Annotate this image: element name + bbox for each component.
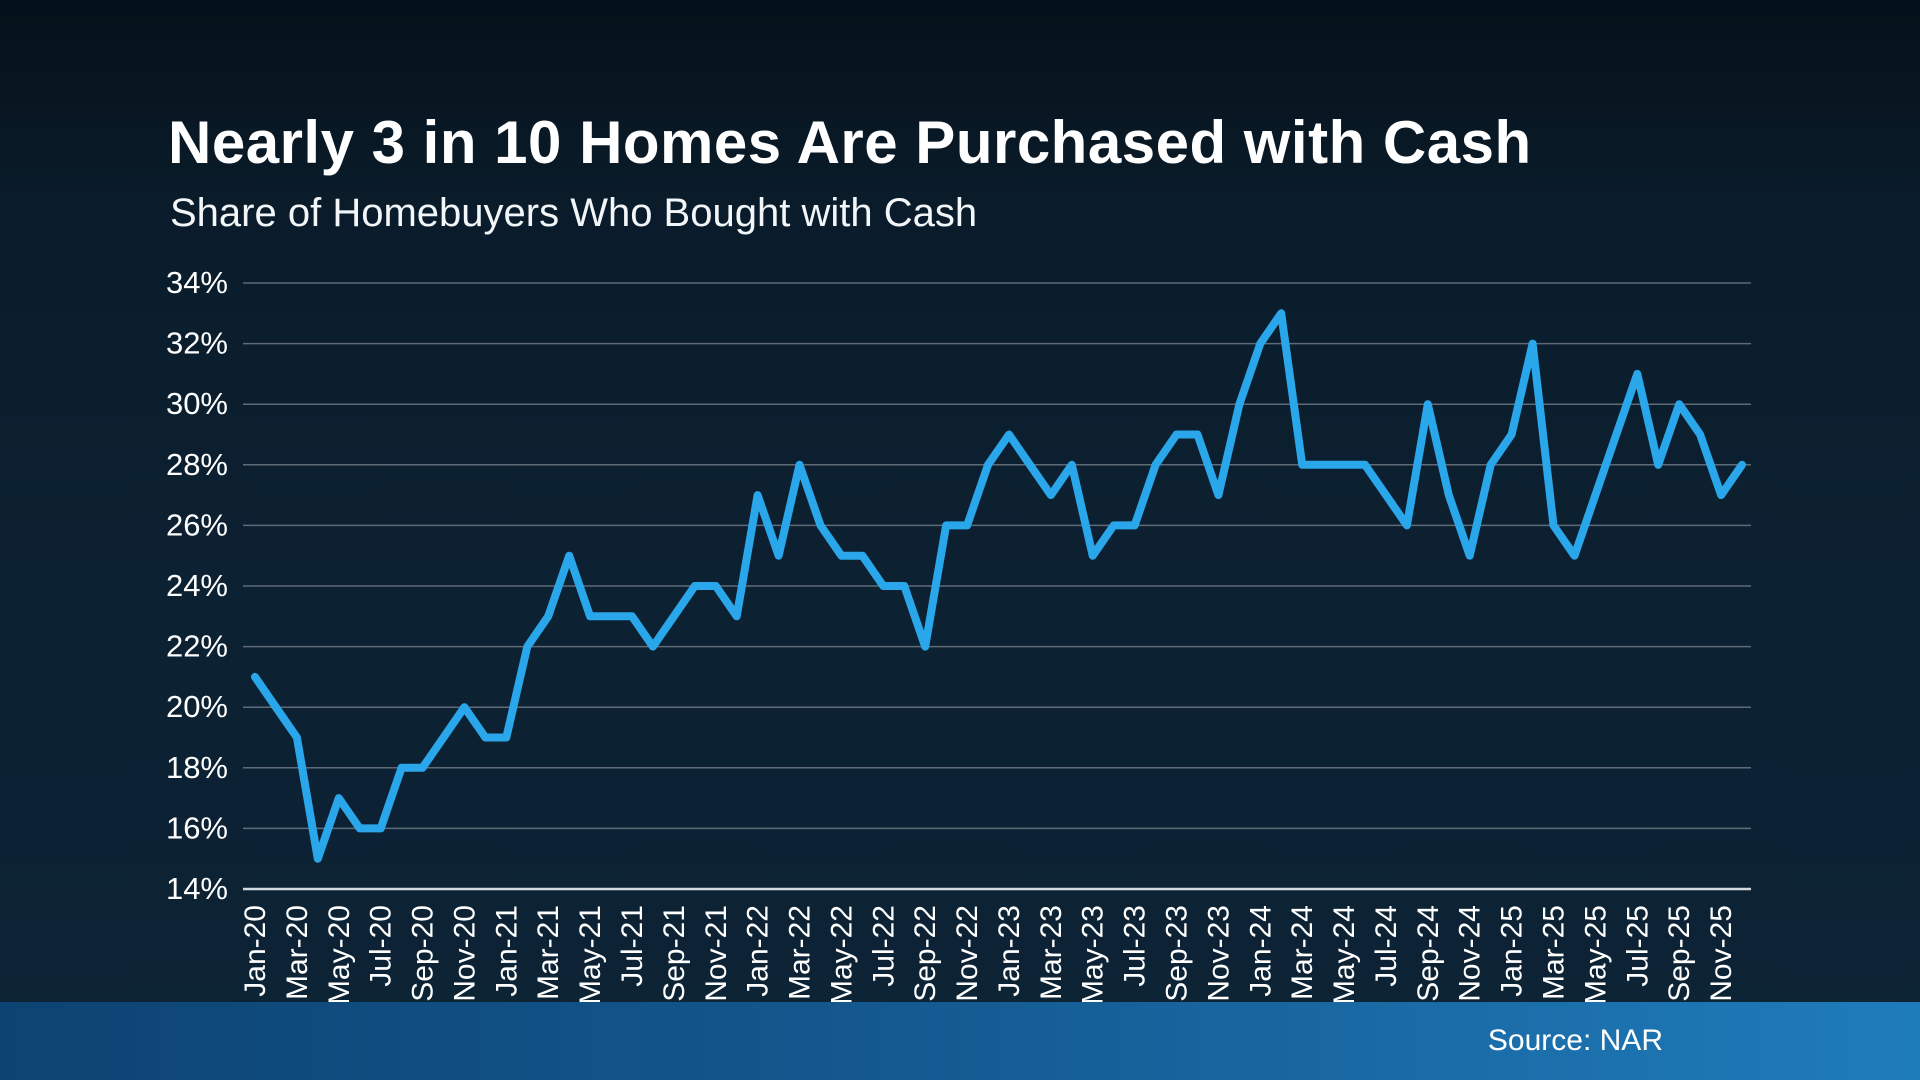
x-tick-label: May-25: [1579, 905, 1612, 1005]
y-tick-label: 22%: [166, 629, 228, 664]
y-tick-label: 28%: [166, 447, 228, 482]
top-strip: [0, 0, 1920, 14]
cash-share-series-line: [251, 309, 1746, 863]
x-tick-label: Jan-25: [1496, 905, 1529, 997]
y-tick-label: 20%: [166, 689, 228, 724]
x-tick-label: Sep-21: [658, 905, 691, 1002]
y-tick-label: 34%: [166, 265, 228, 300]
x-tick-label: Jul-23: [1119, 905, 1152, 987]
x-tick-label: Sep-23: [1161, 905, 1194, 1002]
x-tick-label: Nov-23: [1202, 905, 1235, 1002]
x-tick-label: Jan-22: [742, 905, 775, 997]
x-tick-label: Mar-23: [1035, 905, 1068, 1000]
chart-title: Nearly 3 in 10 Homes Are Purchased with …: [168, 109, 1532, 177]
x-tick-label: Mar-20: [281, 905, 314, 1000]
y-tick-label: 26%: [166, 507, 228, 542]
y-tick-label: 18%: [166, 750, 228, 785]
x-tick-label: Sep-24: [1412, 905, 1445, 1002]
x-tick-label: Jul-25: [1621, 905, 1654, 987]
x-tick-label: May-20: [323, 905, 356, 1005]
x-tick-label: May-24: [1328, 905, 1361, 1005]
y-tick-label: 24%: [166, 568, 228, 603]
chart-subtitle: Share of Homebuyers Who Bought with Cash: [170, 191, 978, 236]
x-tick-label: Mar-21: [532, 905, 565, 1000]
y-tick-label: 30%: [166, 386, 228, 421]
x-tick-label: Nov-24: [1454, 905, 1487, 1002]
x-tick-label: Nov-22: [951, 905, 984, 1002]
y-tick-label: 32%: [166, 326, 228, 361]
x-tick-label: Jan-20: [239, 905, 272, 997]
x-tick-label: Nov-21: [700, 905, 733, 1002]
x-tick-label: Jul-21: [616, 905, 649, 987]
x-tick-label: Nov-25: [1705, 905, 1738, 1002]
x-tick-label: Sep-25: [1663, 905, 1696, 1002]
x-tick-label: Sep-20: [407, 905, 440, 1002]
x-tick-label: Jul-22: [867, 905, 900, 987]
bottom-accent-bar: Source: NAR: [0, 1002, 1920, 1080]
x-tick-label: Jan-23: [993, 905, 1026, 997]
x-tick-label: Jan-24: [1244, 905, 1277, 997]
source-label: Source: NAR: [1487, 1024, 1663, 1057]
x-tick-label: Sep-22: [909, 905, 942, 1002]
y-tick-label: 16%: [166, 810, 228, 845]
x-tick-label: Jan-21: [490, 905, 523, 997]
x-tick-label: Jul-20: [365, 905, 398, 987]
x-tick-label: Mar-24: [1286, 905, 1319, 1000]
y-tick-label: 14%: [166, 871, 228, 906]
x-tick-label: Mar-25: [1538, 905, 1571, 1000]
x-tick-label: Nov-20: [448, 905, 481, 1002]
x-tick-label: May-22: [825, 905, 858, 1005]
x-tick-label: May-23: [1077, 905, 1110, 1005]
x-tick-label: May-21: [574, 905, 607, 1005]
x-tick-label: Mar-22: [784, 905, 817, 1000]
x-tick-label: Jul-24: [1370, 905, 1403, 987]
